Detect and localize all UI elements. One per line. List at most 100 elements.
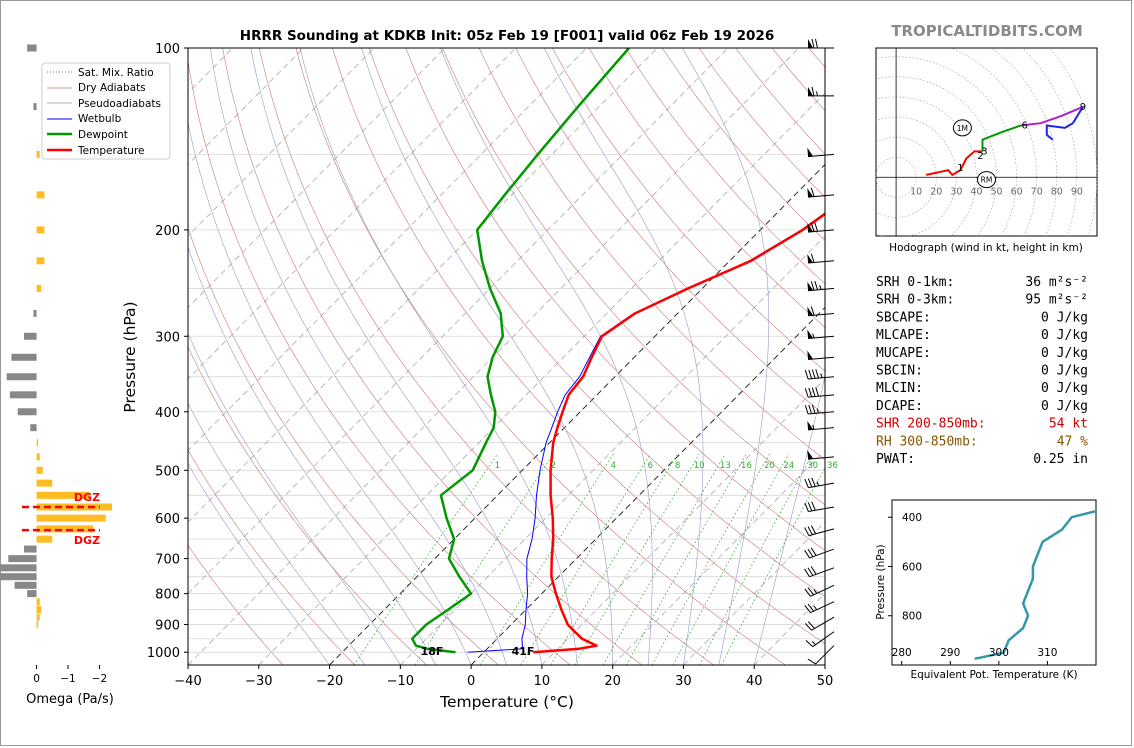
- theta-e-plot: [974, 509, 1096, 661]
- skewt-xtick-label: −30: [245, 674, 272, 689]
- skewt-xlabel: Temperature (°C): [439, 693, 574, 711]
- barb-flag: [807, 306, 814, 316]
- barb-full: [810, 281, 815, 291]
- isotherm-line: [188, 48, 587, 452]
- barb-shaft: [811, 616, 835, 631]
- omega-bar: [36, 226, 45, 234]
- theta-e-ytick-label: 400: [902, 512, 922, 524]
- mixing-ratio-label: 16: [741, 461, 752, 471]
- pseudoadiabat: [543, 48, 704, 665]
- dry-adiabat: [188, 58, 571, 665]
- hodograph-speed-label: 90: [1071, 186, 1083, 197]
- wind-barb: [804, 387, 835, 398]
- storm-motion-marker: [952, 119, 972, 137]
- pseudoadiabat: [210, 48, 507, 665]
- stat-label: SBCIN:: [876, 364, 923, 379]
- stat-label: SRH 0-1km:: [876, 275, 954, 290]
- mixing-ratio-line: [550, 453, 678, 665]
- omega-bar: [0, 573, 37, 581]
- barb-half: [813, 589, 818, 594]
- isotherm-line: [188, 48, 304, 166]
- omega-bar: [36, 191, 45, 199]
- omega-bar: [17, 408, 37, 416]
- legend-label-mixing-ratio: Sat. Mix. Ratio: [78, 67, 154, 79]
- isotherm-line: [188, 48, 375, 237]
- skewt-ytick-label: 600: [155, 512, 180, 527]
- mixing-ratio-line: [479, 453, 614, 665]
- barb-half: [820, 373, 823, 378]
- barb-flag: [807, 350, 814, 360]
- barb-full: [811, 477, 816, 487]
- isotherm-line: [683, 521, 825, 665]
- omega-bar: [36, 284, 42, 292]
- barb-full: [811, 404, 816, 414]
- barb-full: [811, 387, 816, 397]
- hodograph-plot: [876, 48, 1097, 236]
- theta-e-axes: 280 290 300 310 400 600 800: [888, 512, 1057, 665]
- theta-e-xtick-label: 300: [989, 647, 1009, 659]
- barb-full: [804, 405, 809, 415]
- barb-full: [804, 478, 809, 488]
- mixing-ratio-line: [672, 453, 790, 665]
- dry-adiabat: [188, 449, 355, 665]
- barb-full: [807, 478, 813, 488]
- skewt-ytick-label: 900: [155, 619, 180, 634]
- theta-e-xlabel: Equivalent Pot. Temperature (K): [910, 669, 1077, 681]
- stat-value: 0 J/kg: [1041, 346, 1088, 361]
- stat-value: 0 J/kg: [1041, 399, 1088, 414]
- pseudoadiabat: [188, 402, 366, 665]
- barb-half: [816, 481, 820, 487]
- barb-full: [808, 387, 813, 397]
- barb-shaft: [812, 631, 835, 648]
- barb-full: [804, 549, 810, 559]
- wind-barb: [808, 86, 834, 97]
- dry-adiabat: [188, 346, 427, 665]
- barb-half: [813, 605, 818, 611]
- barb-shaft: [815, 645, 835, 665]
- legend-label-pseudoadiabat: Pseudoadiabats: [78, 98, 161, 110]
- omega-bar: [24, 332, 37, 340]
- legend-label-temperature: Temperature: [77, 145, 145, 157]
- barb-shaft: [808, 411, 835, 415]
- skewt-plot-frame: [187, 47, 826, 666]
- omega-bar: [36, 491, 90, 499]
- barb-full: [810, 547, 817, 556]
- omega-bar: [36, 621, 39, 629]
- barb-half: [816, 91, 818, 96]
- barb-flag: [807, 329, 814, 339]
- mixing-ratio-line: [699, 453, 814, 665]
- surface-dewpoint-label: 18F: [421, 645, 444, 658]
- wind-barb: [805, 631, 835, 648]
- skewt-ytick-label: 700: [155, 553, 180, 568]
- mixing-ratio-line: [414, 453, 554, 665]
- dgz-label-bottom: DGZ: [74, 534, 100, 547]
- stat-value: 0 J/kg: [1041, 328, 1088, 343]
- omega-bar: [24, 545, 37, 553]
- barb-full: [807, 621, 815, 629]
- barb-shaft: [808, 528, 835, 537]
- brand-logo-text: TROPICALTIDBITS.COM: [891, 22, 1083, 40]
- mixing-ratio-label: 30: [807, 461, 818, 471]
- skewt-ylabel: Pressure (hPa): [121, 301, 139, 412]
- wind-barb: [807, 329, 835, 340]
- hodograph-title: Hodograph (wind in kt, height in km): [889, 242, 1083, 254]
- barb-flag: [807, 188, 814, 198]
- barb-shaft: [808, 427, 835, 431]
- isotherm-minus20: [329, 163, 825, 665]
- hodograph-speed-label: 30: [950, 186, 962, 197]
- theta-e-ylabel: Pressure (hPa): [875, 544, 887, 619]
- barb-full: [810, 222, 815, 232]
- barb-full: [804, 605, 811, 614]
- isotherm-line: [188, 48, 446, 309]
- wind-barb: [807, 420, 835, 431]
- omega-bar: [11, 353, 37, 361]
- skewt-axes: −40 −30 −20 −10 0 10 20 30 40 50 100 200 300 400 500 60…: [147, 42, 833, 689]
- wind-barb: [804, 547, 835, 559]
- storm-motion-marker: [977, 171, 996, 189]
- omega-bar: [36, 503, 113, 511]
- skewt-ytick-label: 500: [155, 464, 180, 479]
- wind-barb: [807, 222, 835, 233]
- storm-motion-label: RM: [981, 176, 993, 185]
- mixing-ratio-label: 24: [783, 461, 794, 471]
